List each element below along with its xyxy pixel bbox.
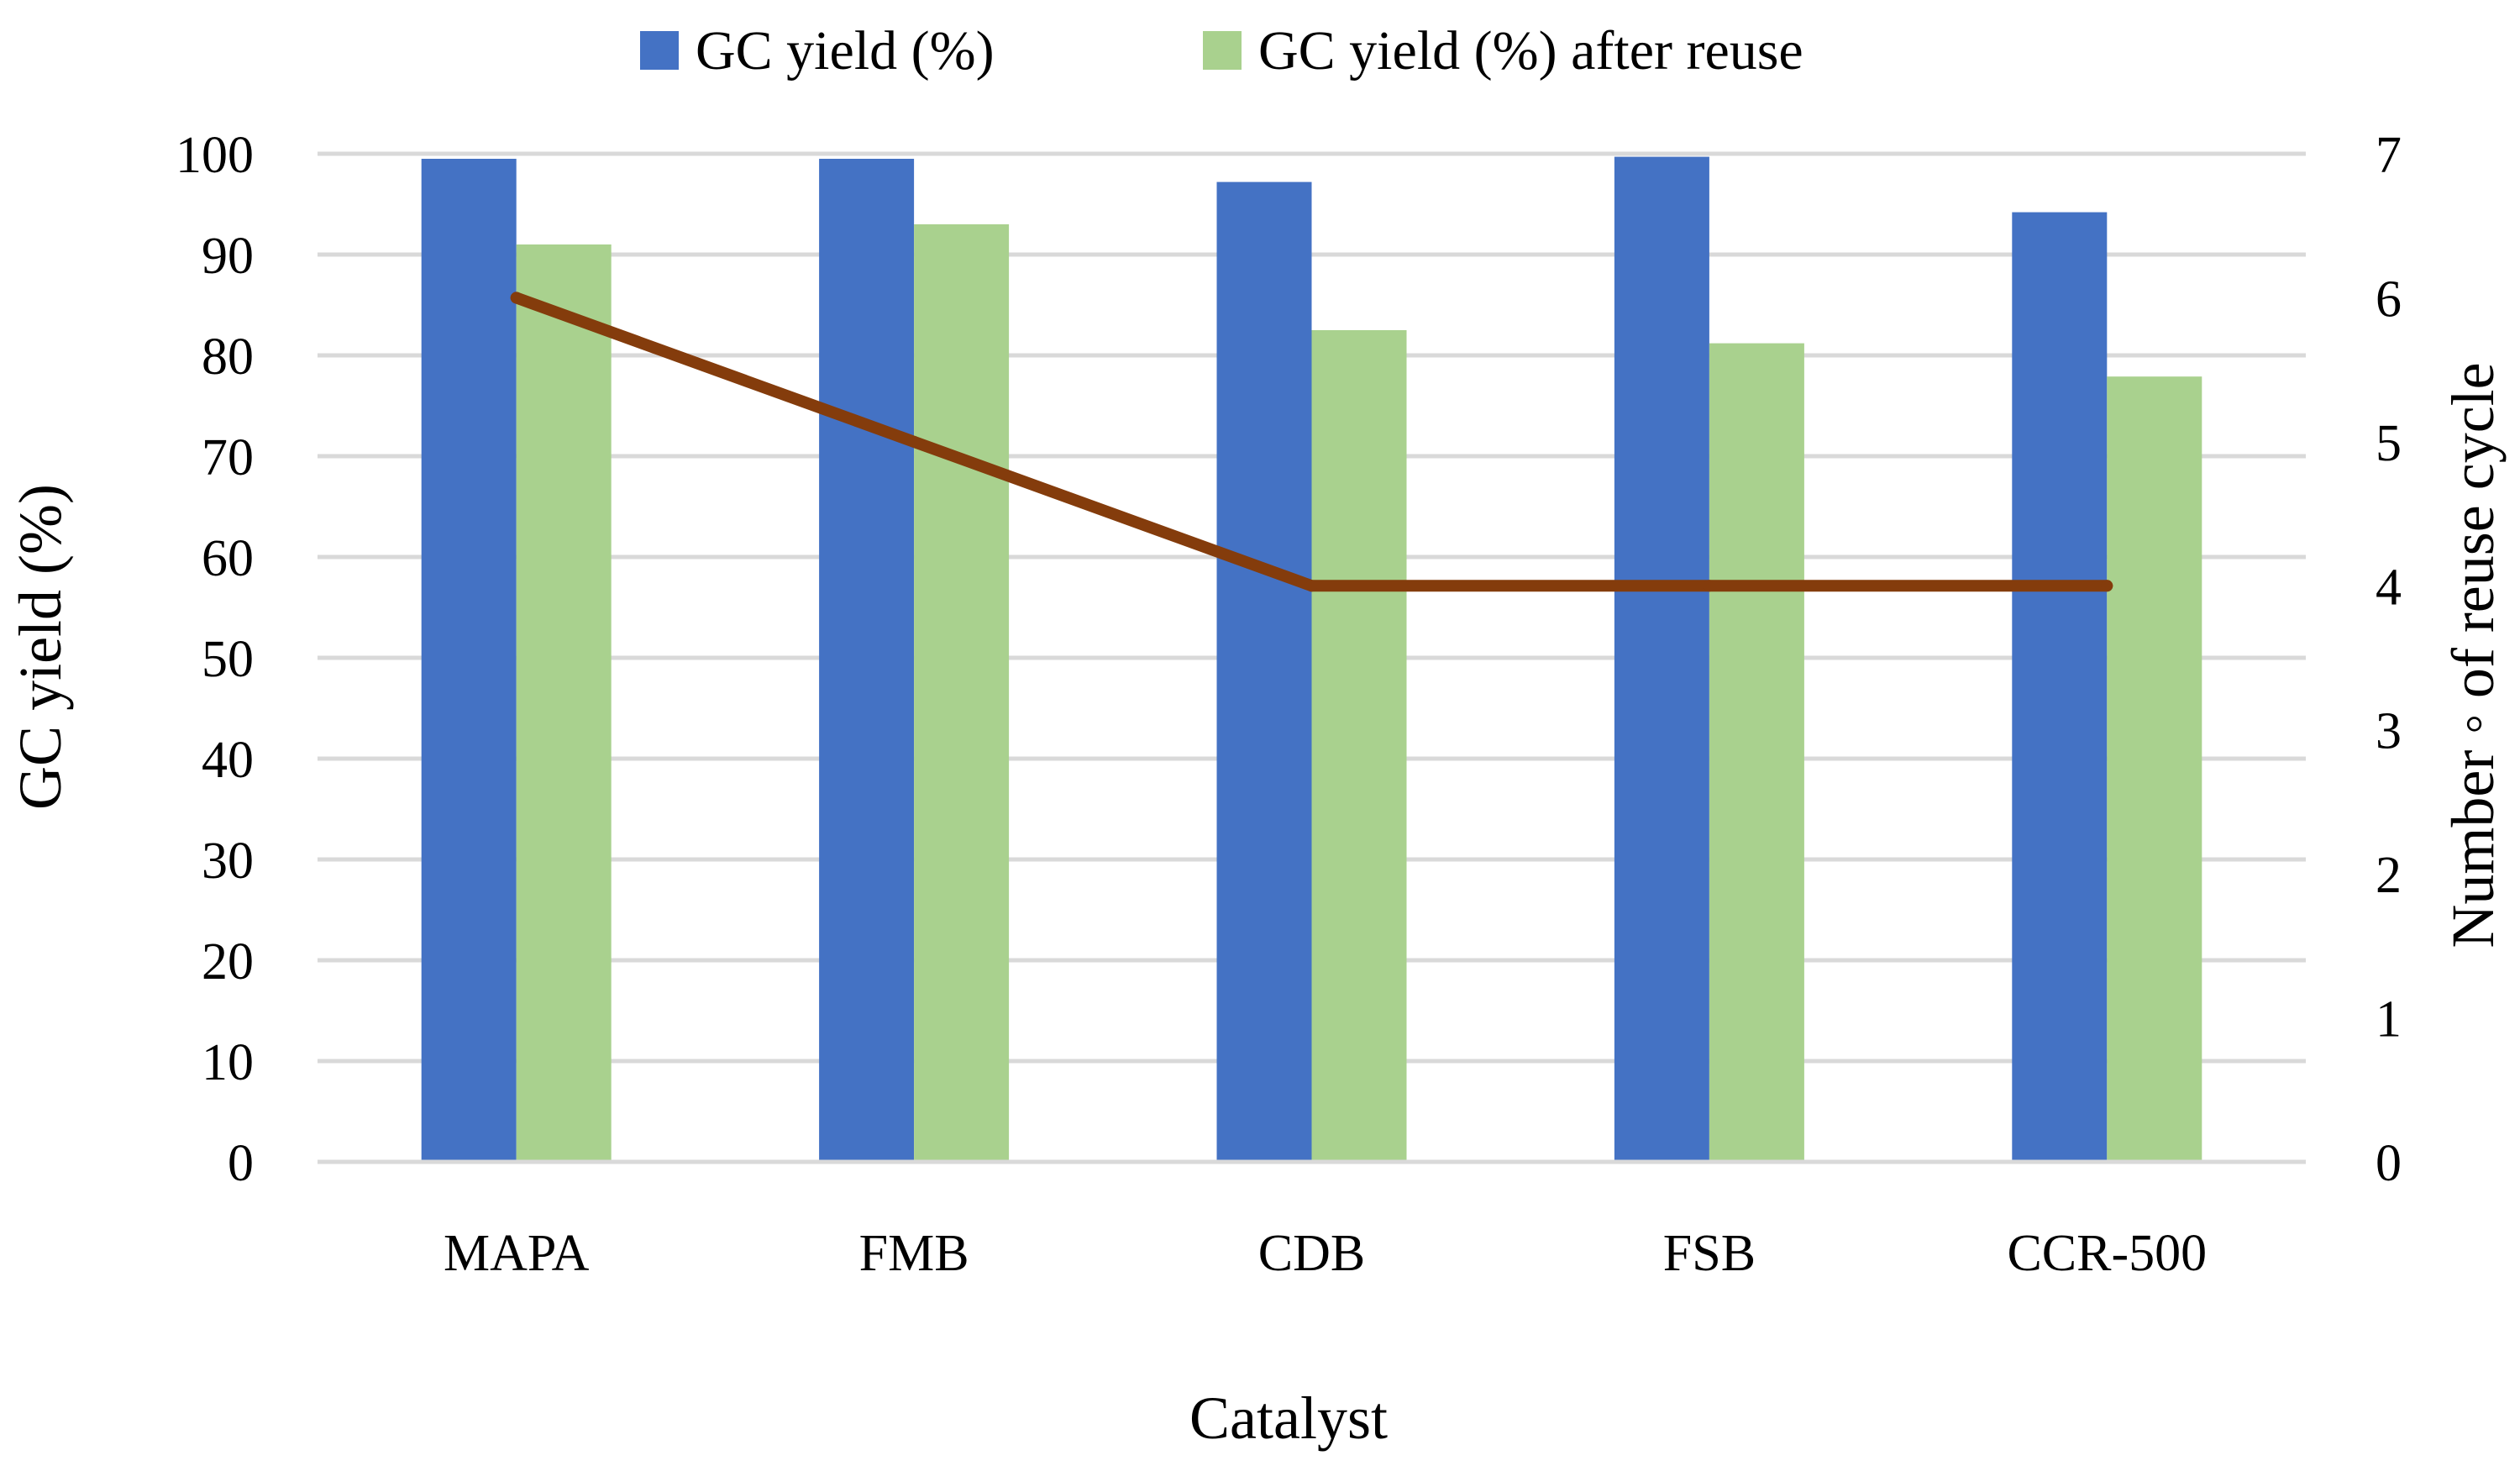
y2-tick-label-3: 3 — [2376, 703, 2402, 760]
y2-axis-title: Number ◦ of reuse cycle — [2439, 362, 2507, 948]
bar-gc-yield-mapa — [421, 159, 517, 1162]
legend-label-gc-yield-after-reuse: GC yield (%) after reuse — [1258, 20, 1803, 81]
legend: GC yield (%) GC yield (%) after reuse — [640, 20, 1803, 81]
y-tick-label-100: 100 — [176, 127, 254, 184]
legend-label-gc-yield: GC yield (%) — [696, 20, 995, 81]
right-axis-ticks: 0 1 2 3 4 5 6 7 — [2376, 127, 2402, 1192]
y2-tick-label-4: 4 — [2376, 559, 2402, 616]
y-tick-label-80: 80 — [202, 328, 254, 386]
y-tick-label-0: 0 — [228, 1135, 254, 1192]
left-axis-ticks: 0 10 20 30 40 50 60 70 80 90 100 — [176, 127, 254, 1192]
y-tick-label-30: 30 — [202, 833, 254, 890]
y-tick-label-60: 60 — [202, 530, 254, 587]
reuse-cycle-point-fmb — [908, 435, 921, 448]
x-tick-label-mapa: MAPA — [444, 1225, 590, 1282]
y2-tick-label-6: 6 — [2376, 271, 2402, 328]
y2-tick-label-1: 1 — [2376, 991, 2402, 1048]
x-tick-label-ccr-500: CCR-500 — [2007, 1225, 2207, 1282]
y-tick-label-70: 70 — [202, 429, 254, 486]
x-axis-title: Catalyst — [1189, 1385, 1388, 1452]
y-tick-label-10: 10 — [202, 1034, 254, 1091]
legend-swatch-gc-yield-after-reuse — [1203, 31, 1242, 70]
reuse-cycle-point-cdb — [1305, 580, 1318, 592]
reuse-cycle-point-fsb — [1703, 580, 1715, 592]
y2-tick-label-7: 7 — [2376, 127, 2402, 184]
y-tick-label-40: 40 — [202, 732, 254, 789]
reuse-cycle-point-mapa — [510, 292, 522, 304]
y-tick-label-90: 90 — [202, 228, 254, 285]
bar-gc-yield-ccr-500 — [2012, 212, 2108, 1163]
bar-gc-yield-fsb — [1614, 156, 1709, 1163]
bar-gc-yield-after-reuse-cdb — [1311, 330, 1407, 1162]
bar-gc-yield-after-reuse-fsb — [1709, 343, 1804, 1163]
y-axis-title: GC yield (%) — [7, 484, 74, 810]
y2-tick-label-0: 0 — [2376, 1135, 2402, 1192]
bar-gc-yield-cdb — [1216, 181, 1312, 1163]
bar-gc-yield-after-reuse-ccr-500 — [2107, 376, 2202, 1162]
bar-series — [318, 156, 2306, 1164]
y2-tick-label-5: 5 — [2376, 415, 2402, 472]
legend-swatch-gc-yield — [640, 31, 679, 70]
bar-gc-yield-after-reuse-mapa — [516, 244, 612, 1162]
line-series — [510, 292, 2113, 592]
y-tick-label-50: 50 — [202, 631, 254, 688]
bar-gc-yield-fmb — [819, 159, 915, 1162]
bar-gc-yield-after-reuse-fmb — [914, 224, 1010, 1162]
x-tick-label-fsb: FSB — [1663, 1225, 1756, 1282]
x-axis-ticks: MAPA FMB CDB FSB CCR-500 — [444, 1225, 2207, 1282]
y-tick-label-20: 20 — [202, 933, 254, 990]
x-tick-label-fmb: FMB — [859, 1225, 969, 1282]
x-tick-label-cdb: CDB — [1258, 1225, 1365, 1282]
reuse-cycle-point-ccr-500 — [2101, 580, 2113, 592]
y2-tick-label-2: 2 — [2376, 847, 2402, 904]
